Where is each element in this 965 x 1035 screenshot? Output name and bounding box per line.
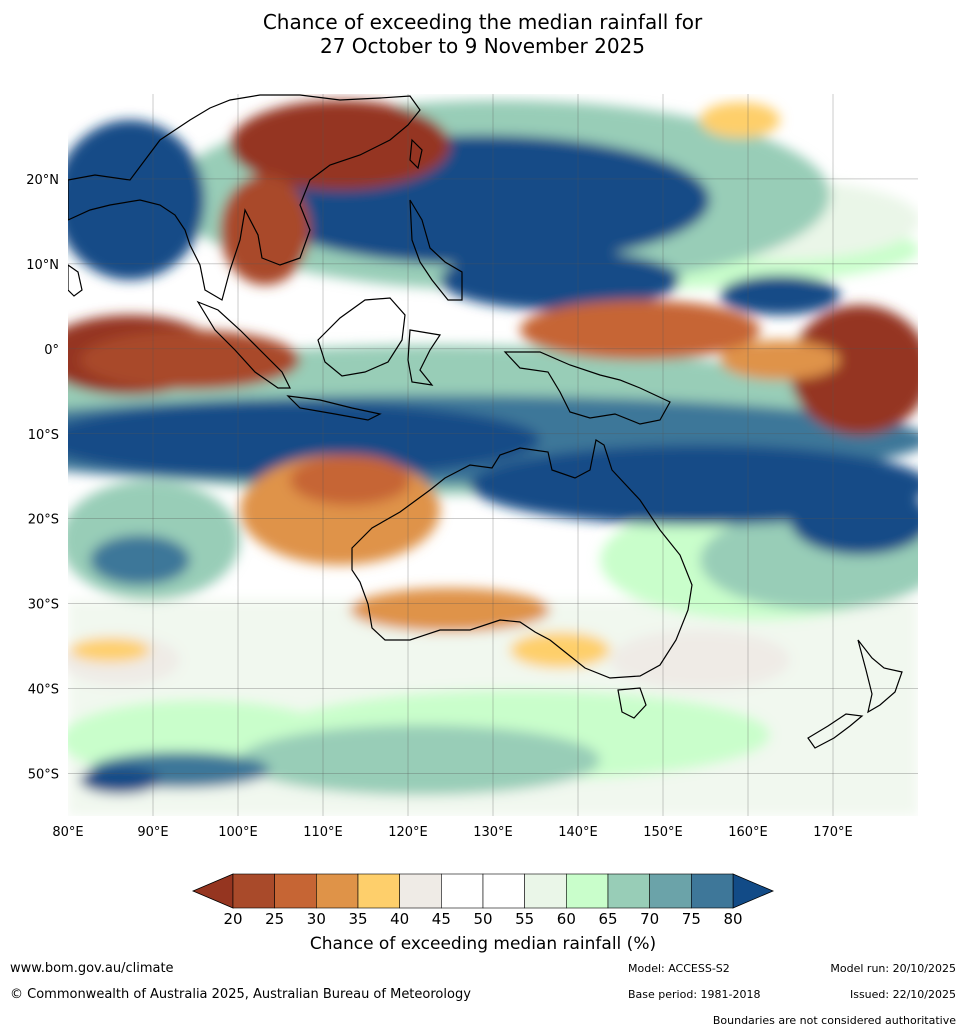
colorbar-tick-label: 60 (557, 910, 576, 928)
colorbar-tick-label: 55 (515, 910, 534, 928)
new-zealand-north-coastline (857, 639, 903, 714)
footer-issued: Issued: 22/10/2025 (849, 988, 956, 1001)
colorbar-segment (649, 873, 692, 909)
gridlines (68, 94, 918, 816)
taiwan-coastline (409, 138, 423, 170)
new-guinea-coastline (503, 351, 671, 425)
colorbar-tick-label: 30 (307, 910, 326, 928)
colorbar-tick-label: 45 (432, 910, 451, 928)
lon-tick-label: 110°E (303, 825, 343, 840)
sulawesi-coastline (407, 329, 442, 386)
colorbar-segment (441, 873, 484, 909)
footer-boundaries: Boundaries are not considered authoritat… (712, 1014, 956, 1027)
lat-tick-label: 50°S (28, 768, 59, 783)
borneo-coastline (317, 297, 406, 377)
title-line-2: 27 October to 9 November 2025 (319, 34, 646, 58)
colorbar-title: Chance of exceeding median rainfall (%) (310, 934, 656, 954)
colorbar-tick-label: 40 (390, 910, 409, 928)
probability-fields (68, 100, 918, 816)
footer-model: Model: ACCESS-S2 (628, 962, 730, 975)
sri-lanka-coastline (68, 264, 83, 297)
colorbar-segment (566, 873, 609, 909)
colorbar-segment (524, 873, 567, 909)
colorbar-tick-label: 35 (348, 910, 367, 928)
colorbar: 20 25 30 35 40 45 50 55 60 65 70 75 80 (191, 873, 775, 928)
lat-tick-label: 10°N (26, 258, 59, 273)
colorbar-segment (482, 873, 525, 909)
lon-tick-label: 150°E (643, 825, 683, 840)
footer-model-run: Model run: 20/10/2025 (830, 962, 956, 975)
java-coastline (286, 395, 382, 421)
australia-coastline (351, 439, 693, 679)
lon-tick-label: 130°E (473, 825, 513, 840)
lon-tick-label: 100°E (218, 825, 258, 840)
lat-tick-label: 30°S (28, 598, 59, 613)
footer-website: www.bom.gov.au/climate (10, 961, 174, 976)
lat-tick-label: 40°S (28, 683, 59, 698)
colorbar-over-arrow (732, 873, 775, 909)
colorbar-segment (399, 873, 442, 909)
tasmania-coastline (617, 687, 647, 719)
lon-tick-label: 120°E (388, 825, 428, 840)
colorbar-under-arrow (191, 873, 234, 909)
lat-tick-label: 20°S (28, 513, 59, 528)
rainfall-probability-map (68, 94, 918, 816)
new-zealand-south-coastline (807, 713, 864, 749)
colorbar-tick-label: 65 (598, 910, 617, 928)
lon-tick-label: 170°E (813, 825, 853, 840)
colorbar-tick-label: 80 (723, 910, 742, 928)
lat-tick-label: 0° (44, 343, 59, 358)
colorbar-segment (607, 873, 650, 909)
lat-tick-label: 20°N (26, 173, 59, 188)
lon-tick-label: 90°E (137, 825, 168, 840)
lon-tick-label: 140°E (558, 825, 598, 840)
colorbar-segment (274, 873, 317, 909)
philippines-coastline (409, 199, 463, 301)
colorbar-segment (691, 873, 734, 909)
chart-title: Chance of exceeding the median rainfall … (0, 10, 965, 58)
colorbar-tick-label: 50 (473, 910, 492, 928)
title-line-1: Chance of exceeding the median rainfall … (262, 10, 703, 34)
colorbar-segment (357, 873, 400, 909)
footer-base-period: Base period: 1981-2018 (628, 988, 761, 1001)
longitude-labels: 80°E 90°E 100°E 110°E 120°E 130°E 140°E 150°E 16… (52, 825, 852, 840)
colorbar-tick-label: 75 (682, 910, 701, 928)
sumatra-coastline (196, 300, 291, 389)
asia-mainland-coastline (68, 94, 421, 301)
lon-tick-label: 160°E (728, 825, 768, 840)
colorbar-segment (232, 873, 275, 909)
lon-tick-label: 80°E (52, 825, 83, 840)
coastlines (68, 94, 903, 749)
colorbar-segment (316, 873, 359, 909)
colorbar-tick-label: 25 (265, 910, 284, 928)
colorbar-tick-label: 20 (223, 910, 242, 928)
latitude-labels: 20°N 10°N 0° 10°S 20°S 30°S 40°S 50°S (26, 173, 59, 783)
lat-tick-label: 10°S (28, 428, 59, 443)
footer-copyright: © Commonwealth of Australia 2025, Austra… (10, 987, 471, 1002)
colorbar-tick-label: 70 (640, 910, 659, 928)
